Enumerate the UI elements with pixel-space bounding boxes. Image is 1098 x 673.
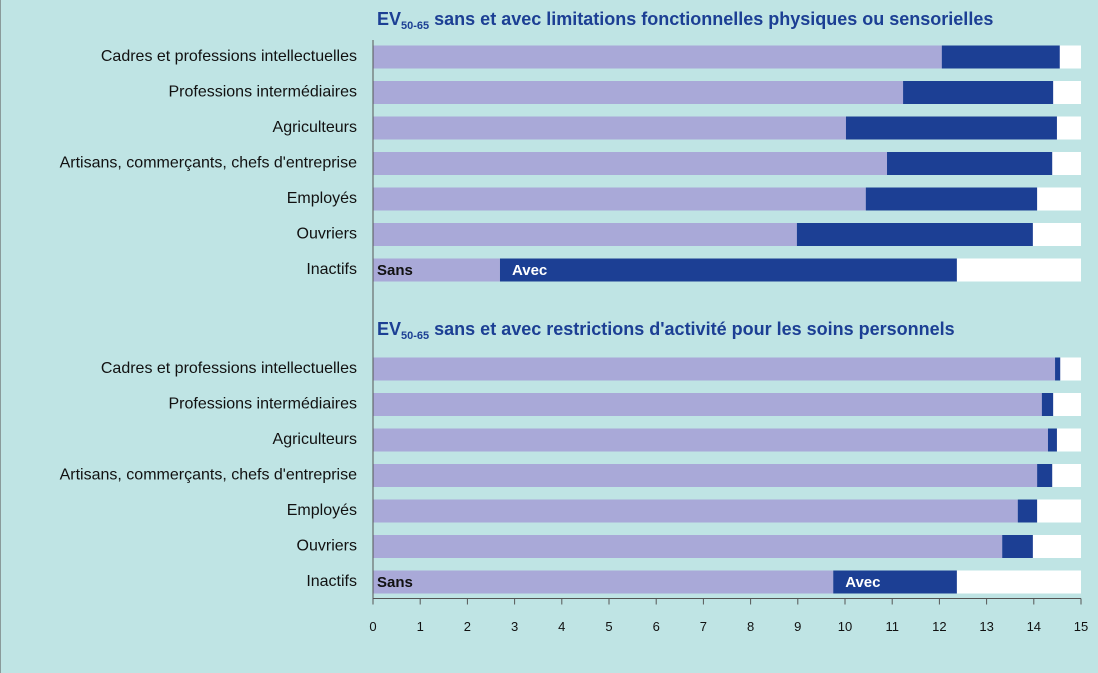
bar-segment — [1017, 499, 1038, 523]
x-tick-label: 11 — [885, 619, 899, 634]
title-part: sans et avec restrictions d'activité pou… — [429, 319, 954, 339]
bar-segment — [373, 116, 846, 140]
bar-segment — [865, 187, 1038, 211]
y-tick-label: Artisans, commerçants, chefs d'entrepris… — [60, 155, 357, 172]
x-tick-label: 14 — [1027, 619, 1041, 634]
x-tick-label: 9 — [794, 619, 801, 634]
bar-segment — [373, 357, 1056, 381]
bar-segment — [796, 223, 1033, 246]
x-tick-label: 4 — [558, 619, 565, 634]
bar-segment — [941, 45, 1060, 69]
bar-segment — [887, 152, 1053, 175]
bar-segment — [373, 81, 904, 104]
bar-segment — [373, 223, 797, 246]
x-tick-label: 1 — [417, 619, 424, 634]
y-tick-label: Artisans, commerçants, chefs d'entrepris… — [60, 467, 357, 484]
bar-segment — [373, 428, 1048, 452]
legend-label: Sans — [377, 574, 413, 591]
y-tick-label: Professions intermédiaires — [168, 84, 357, 101]
y-tick-label: Ouvriers — [297, 226, 357, 243]
x-tick-label: 13 — [979, 619, 993, 634]
bar-segment — [373, 535, 1003, 558]
x-tick-label: 12 — [932, 619, 946, 634]
bar-segment — [1041, 393, 1054, 416]
x-tick-label: 0 — [369, 619, 376, 634]
x-tick-label: 7 — [700, 619, 707, 634]
x-tick-label: 15 — [1074, 619, 1088, 634]
bar-segment — [373, 464, 1038, 487]
bar-segment — [1002, 535, 1033, 558]
chart-title: EV50-65 sans et avec limitations fonctio… — [377, 9, 993, 32]
bar-segment — [373, 393, 1042, 416]
x-tick-label: 10 — [838, 619, 852, 634]
y-tick-label: Inactifs — [306, 261, 357, 278]
bar-segment — [1037, 464, 1053, 487]
x-tick-label: 3 — [511, 619, 518, 634]
legend-label: Avec — [845, 574, 880, 591]
title-part: 50-65 — [401, 330, 429, 342]
y-tick-label: Employés — [287, 190, 357, 207]
bar-segment — [903, 81, 1054, 104]
y-tick-label: Inactifs — [306, 573, 357, 590]
title-part: EV — [377, 9, 401, 29]
bar-segment — [499, 258, 957, 282]
chart-title: EV50-65 sans et avec restrictions d'acti… — [377, 319, 955, 342]
y-tick-label: Professions intermédiaires — [168, 396, 357, 413]
bar-segment — [373, 45, 942, 69]
y-tick-label: Cadres et professions intellectuelles — [101, 48, 357, 65]
bar-segment — [1055, 357, 1061, 381]
title-part: 50-65 — [401, 20, 429, 32]
x-tick-label: 8 — [747, 619, 754, 634]
bar-segment — [845, 116, 1057, 140]
y-tick-label: Ouvriers — [297, 538, 357, 555]
bar-segment — [373, 570, 834, 594]
y-tick-label: Cadres et professions intellectuelles — [101, 360, 357, 377]
bar-segment — [373, 258, 500, 282]
x-tick-label: 6 — [653, 619, 660, 634]
bar-segment — [373, 187, 866, 211]
bar-segment — [833, 570, 957, 594]
bar-segment — [373, 499, 1018, 523]
x-tick-label: 2 — [464, 619, 471, 634]
title-part: sans et avec limitations fonctionnelles … — [429, 9, 993, 29]
bar-segment — [1047, 428, 1057, 452]
title-part: EV — [377, 319, 401, 339]
x-tick-label: 5 — [605, 619, 612, 634]
y-tick-label: Employés — [287, 502, 357, 519]
y-tick-label: Agriculteurs — [273, 119, 357, 136]
legend-label: Sans — [377, 262, 413, 279]
y-tick-label: Agriculteurs — [273, 431, 357, 448]
legend-label: Avec — [512, 262, 547, 279]
bar-segment — [373, 152, 888, 175]
